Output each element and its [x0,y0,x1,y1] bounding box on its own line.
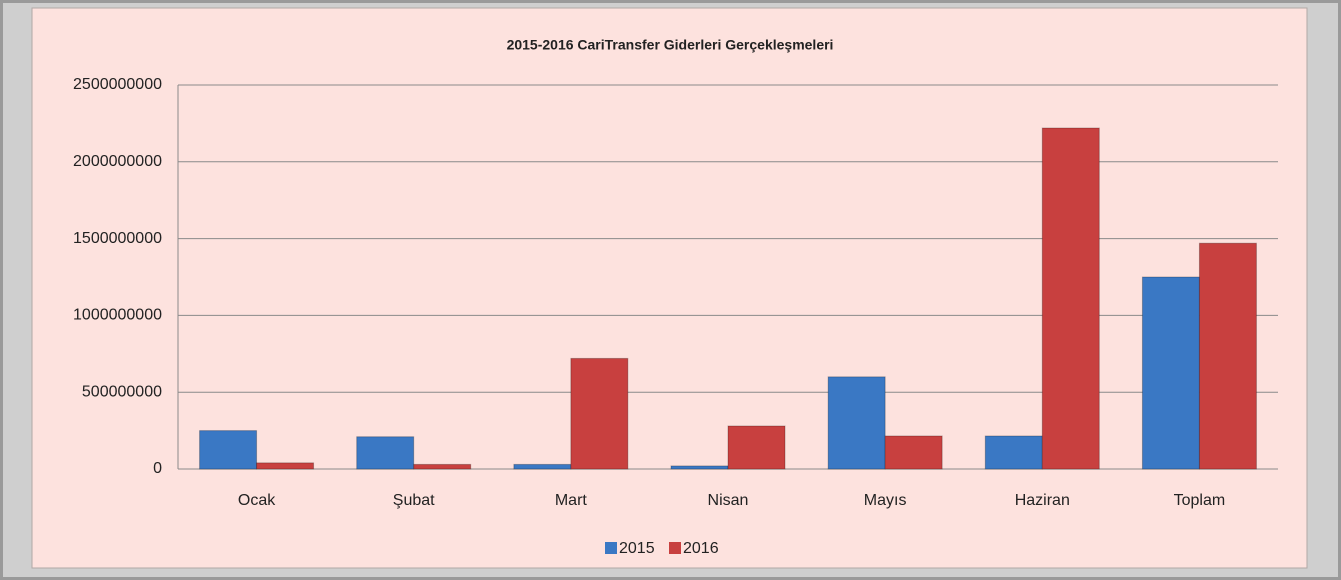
x-tick-label: Toplam [1174,492,1226,509]
chart-background [31,7,1308,569]
x-tick-label: Mayıs [864,492,907,509]
bar [670,465,729,470]
bar [884,435,943,470]
y-tick-label: 2000000000 [73,153,162,170]
bar [413,463,472,470]
x-tick-label: Şubat [393,492,435,509]
bar [356,436,415,470]
bar [570,357,629,470]
x-tick-label: Mart [555,492,588,509]
y-tick-label: 2500000000 [73,76,162,93]
x-tick-label: Nisan [708,492,749,509]
bar [513,463,572,470]
bar [1041,127,1100,470]
y-tick-label: 0 [153,460,162,477]
bar [1141,276,1200,470]
chart-title: 2015-2016 CariTransfer Giderleri Gerçekl… [507,37,834,53]
bar [256,462,315,470]
bar [1198,242,1257,470]
legend-swatch [669,542,681,554]
x-tick-label: Haziran [1015,492,1070,509]
bar [727,425,786,470]
y-tick-label: 500000000 [82,383,162,400]
bar [984,435,1043,470]
y-tick-label: 1500000000 [73,230,162,247]
y-tick-label: 1000000000 [73,307,162,324]
legend-label: 2016 [683,540,719,557]
legend-swatch [605,542,617,554]
bar [199,430,258,470]
legend-label: 2015 [619,540,655,557]
bar [827,376,886,470]
x-tick-label: Ocak [238,492,276,509]
